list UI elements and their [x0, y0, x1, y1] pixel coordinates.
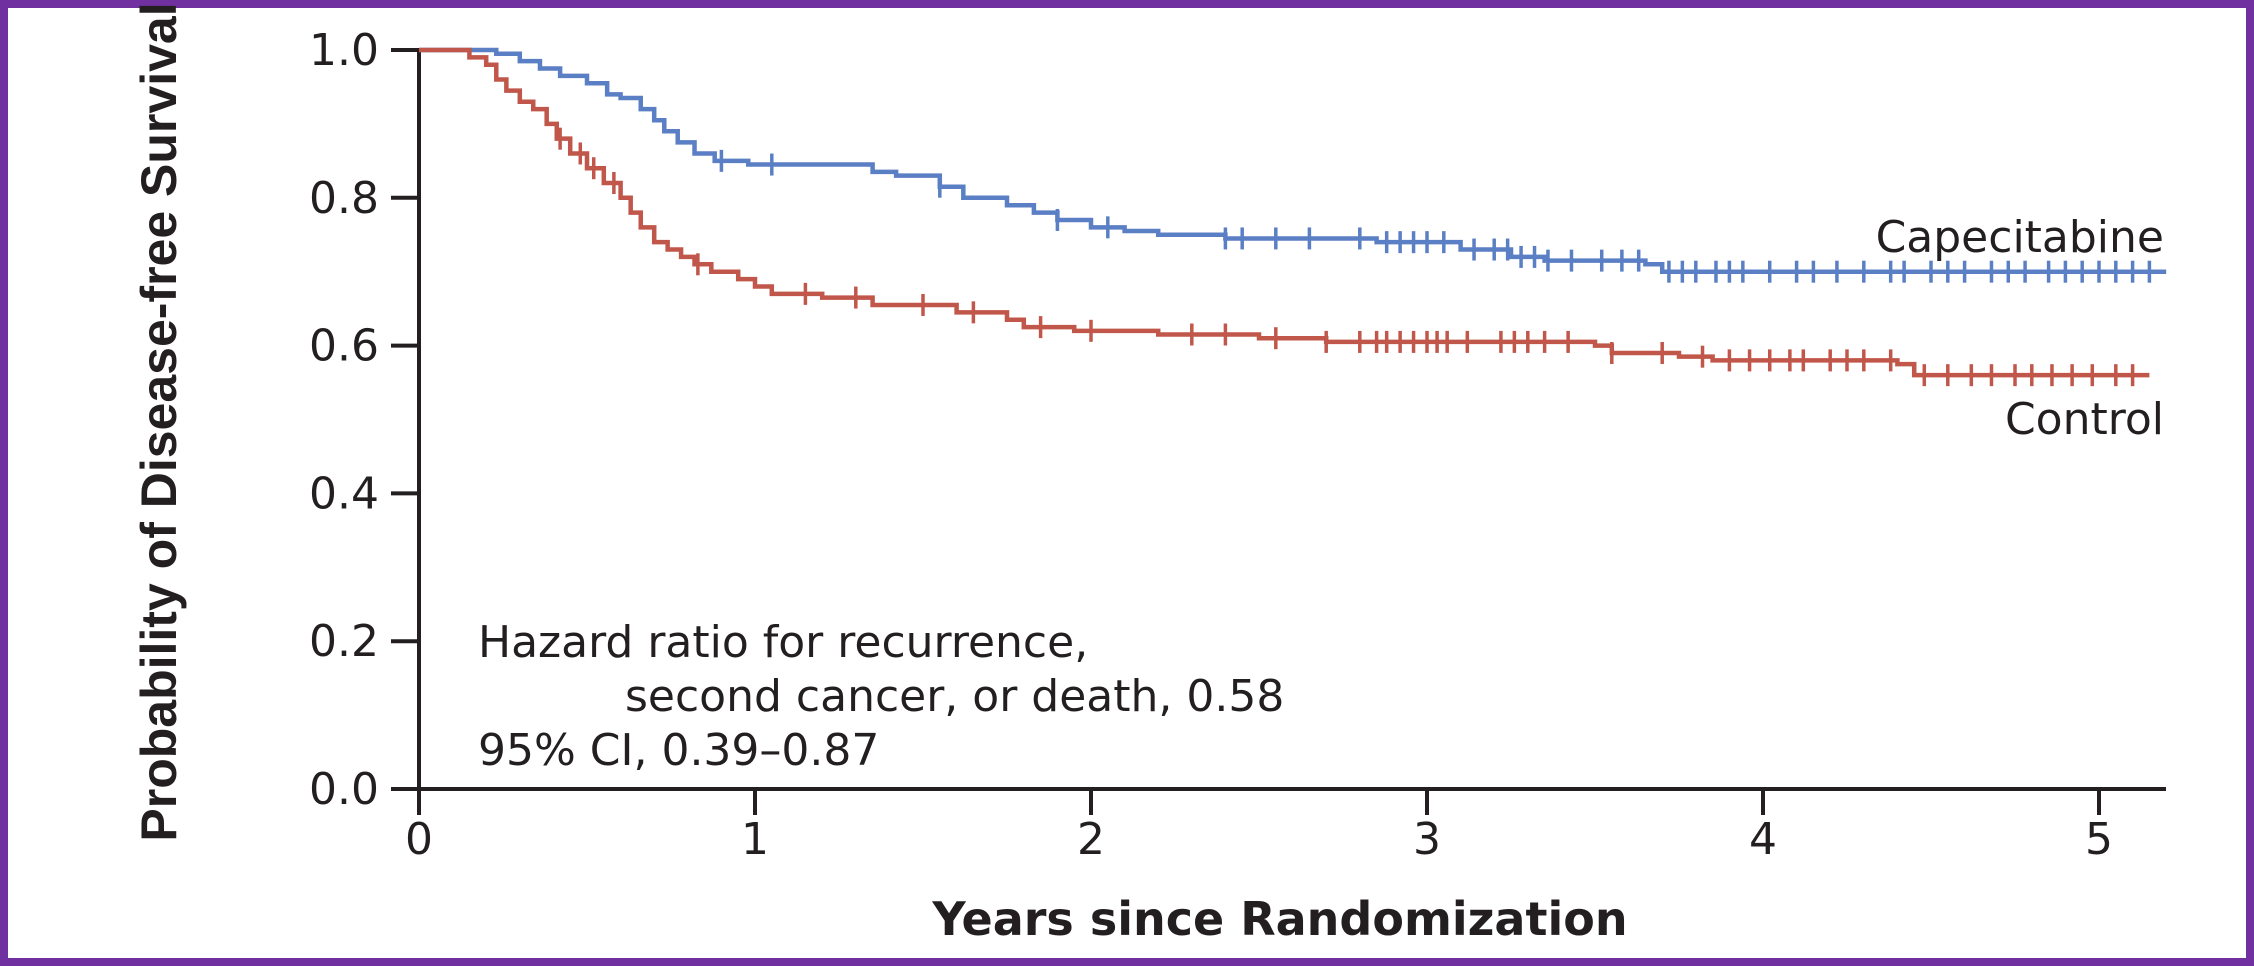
x-axis-label: Years since Randomization [931, 892, 1627, 946]
annotation-line-2: second cancer, or death, 0.58 [625, 671, 1284, 722]
y-tick-label: 0.8 [309, 173, 379, 224]
y-axis-label: Probability of Disease-free Survival [131, 2, 187, 841]
y-tick-label: 0.6 [309, 321, 379, 372]
survival-curves [419, 47, 2167, 387]
y-ticks: 0.0 0.2 0.4 0.6 0.8 1.0 [309, 25, 419, 815]
x-ticks: 0 1 2 3 4 5 [405, 789, 2113, 865]
y-tick-label: 0.4 [309, 468, 379, 519]
y-tick-label: 1.0 [309, 25, 379, 76]
annotation-line-3: 95% CI, 0.39–0.87 [478, 725, 879, 776]
x-tick-label: 0 [405, 814, 433, 865]
annotation-line-1: Hazard ratio for recurrence, [478, 617, 1088, 668]
y-tick-label: 0.0 [309, 764, 379, 815]
axes [417, 50, 2166, 791]
x-tick-label: 3 [1413, 814, 1441, 865]
x-tick-label: 4 [1749, 814, 1777, 865]
x-tick-label: 1 [741, 814, 769, 865]
x-tick-label: 2 [1077, 814, 1105, 865]
capecitabine-curve [419, 47, 2167, 274]
series-label-capecitabine: Capecitabine [1876, 212, 2164, 263]
control-curve [419, 47, 2150, 378]
x-tick-label: 5 [2085, 814, 2113, 865]
series-label-control: Control [2005, 394, 2164, 445]
y-tick-label: 0.2 [309, 616, 379, 667]
hazard-ratio-annotation: Hazard ratio for recurrence, second canc… [478, 617, 1284, 776]
